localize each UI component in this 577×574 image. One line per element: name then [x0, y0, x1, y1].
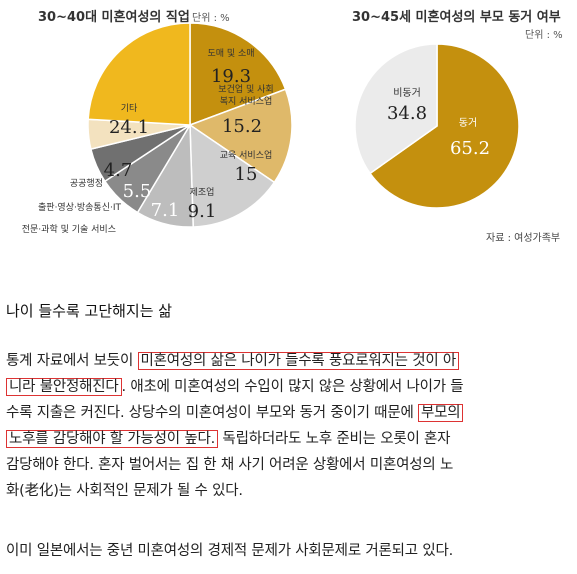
p1-line-6: 화(老化)는 사회적인 문제가 될 수 있다.: [6, 483, 243, 499]
pie1-title: 30~40대 미혼여성의 직업: [38, 10, 190, 25]
pie1-slice-0: [189, 22, 287, 127]
p1-line-3: 수록 지출은 커진다. 상당수의 미혼여성이 부모와 동거 중이기 때문에 부모…: [6, 400, 464, 426]
pie2-title: 30~45세 미혼여성의 부모 동거 여부: [352, 10, 561, 25]
pie1-label-6: 공공행정: [70, 177, 103, 189]
p1-line-4: 노후를 감당해야 할 가능성이 높다. 독립하더라도 노후 준비는 오롯이 혼자: [6, 426, 463, 452]
p1-line2-text: . 애초에 미혼여성의 수입이 많지 않은 상황에서 나이가 들: [121, 379, 464, 395]
pie2-label-1: 비동거: [393, 87, 421, 99]
p1-line-1: 통계 자료에서 보듯이 미혼여성의 삶은 나이가 들수록 풍요로워지는 것이 아: [6, 348, 463, 374]
pie2-source: 자료 : 여성가족부: [486, 233, 561, 244]
pie1-label-4: 전문·과학 및 기술 서비스: [22, 223, 116, 235]
highlight-2b: 노후를 감당해야 할 가능성이 높다.: [6, 430, 219, 448]
article-heading: 나이 들수록 고단해지는 삶: [6, 302, 173, 320]
pie1-label-3: 제조업: [190, 187, 215, 198]
charts-area: 30~40대 미혼여성의 직업 단위 : % 30~45세 미혼여성의 부모 동…: [0, 0, 577, 250]
pie1-label-5: 출판·영상·방송통신·IT: [38, 202, 121, 213]
pie2-label-0: 동거: [459, 117, 477, 129]
pie1-label-1-a: 보건업 및 사회: [218, 83, 273, 95]
pie1-unit: 단위 : %: [192, 13, 230, 24]
pie1-label-7: 기타: [121, 103, 138, 114]
pie1-slice-2: [189, 123, 276, 228]
pie1-value-1: 15.2: [222, 116, 262, 137]
article-paragraph-1: 통계 자료에서 보듯이 미혼여성의 삶은 나이가 들수록 풍요로워지는 것이 아…: [6, 348, 464, 504]
pie1-value-0: 19.3: [211, 66, 251, 87]
pie1-value-3: 9.1: [188, 201, 217, 222]
pie1-value-6: 4.7: [104, 160, 133, 181]
pie1-label-0: 도매 및 소매: [207, 47, 254, 59]
p1-line1-text: 통계 자료에서 보듯이: [6, 353, 134, 369]
p1-line3-text: 수록 지출은 커진다. 상당수의 미혼여성이 부모와 동거 중이기 때문에: [6, 405, 414, 421]
pie1-slice-1: [188, 88, 293, 184]
pie1-label-2: 교육 서비스업: [220, 150, 273, 161]
pie2-unit: 단위 : %: [525, 30, 563, 41]
highlight-1b: 니라 불안정해진다: [6, 378, 122, 396]
pie2-value-1: 34.8: [387, 103, 427, 124]
article-paragraph-2: 이미 일본에서는 중년 미혼여성의 경제적 문제가 사회문제로 거론되고 있다.: [6, 543, 454, 559]
pie1-label-1-b: 복지 서비스업: [220, 96, 273, 107]
p1-line-2: 니라 불안정해진다. 애초에 미혼여성의 수입이 많지 않은 상황에서 나이가 …: [6, 374, 464, 400]
p1-line-5: 감당해야 한다. 혼자 벌어서는 집 한 채 사기 어려운 상황에서 미혼여성의…: [6, 457, 454, 473]
pie2-slice-1: [354, 43, 438, 175]
highlight-2a: 부모의: [418, 404, 464, 422]
pie1-value-7: 24.1: [109, 117, 149, 138]
highlight-1a: 미혼여성의 삶은 나이가 들수록 풍요로워지는 것이 아: [137, 352, 460, 370]
pie2-value-0: 65.2: [450, 138, 490, 159]
pie1-value-5: 5.5: [123, 181, 152, 202]
pie1-value-4: 7.1: [151, 200, 180, 221]
pie2-slice-0: [369, 43, 520, 209]
pie1-slice-7: [87, 22, 191, 126]
pie1-value-2: 15: [235, 164, 258, 185]
p1-line4-text: 독립하더라도 노후 준비는 오롯이 혼자: [218, 431, 451, 447]
